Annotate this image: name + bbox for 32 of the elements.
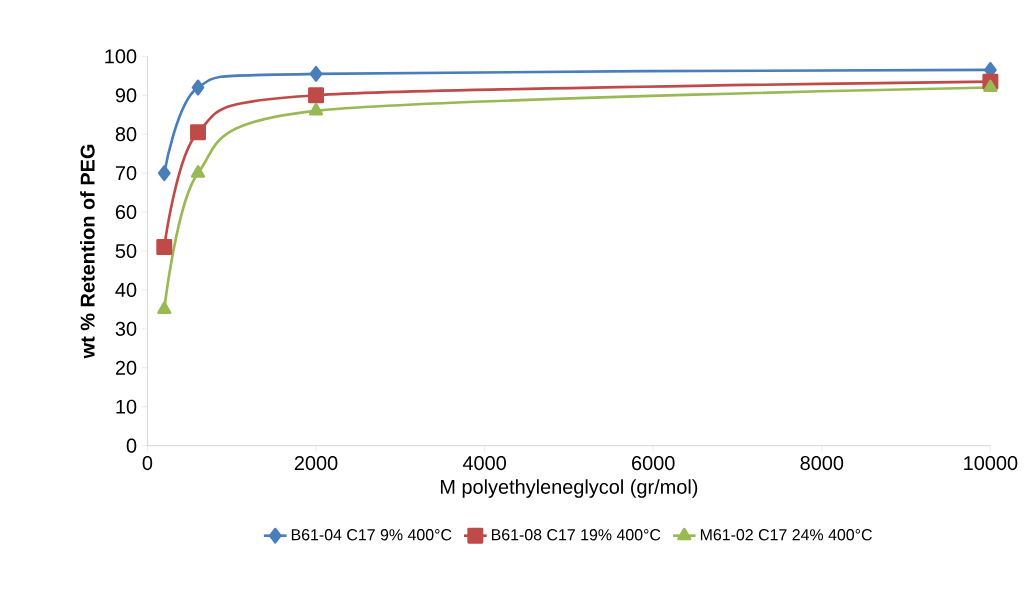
y-tick-label: 50 xyxy=(115,243,137,258)
y-tick-label: 80 xyxy=(115,127,137,142)
legend-label: B61-04 C17 9% 400°C xyxy=(291,529,452,541)
point xyxy=(309,65,323,82)
point xyxy=(191,79,205,96)
y-tick-label: 90 xyxy=(115,88,137,103)
x-tick-label: 10000 xyxy=(964,455,1018,471)
y-tick-label: 60 xyxy=(115,204,137,220)
x-tick-label: 8000 xyxy=(800,455,844,471)
y-axis-title: wt % Retention of PEG xyxy=(80,144,95,359)
legend-label: M61-02 C17 24% 400°C xyxy=(700,529,872,541)
point xyxy=(308,87,324,104)
point xyxy=(190,124,206,141)
y-tick-label: 20 xyxy=(115,360,137,375)
legend-label: B61-08 C17 19% 400°C xyxy=(491,529,661,541)
x-axis-title: M polyethyleneglycol (gr/mol) xyxy=(440,479,698,498)
point xyxy=(156,239,173,255)
point xyxy=(157,165,171,181)
y-tick-label: 30 xyxy=(115,321,137,336)
x-tick-label: 2000 xyxy=(294,455,338,471)
y-tick-label: 40 xyxy=(115,282,137,297)
x-tick-label: 4000 xyxy=(462,455,506,471)
y-tick-label: 70 xyxy=(115,165,137,181)
point xyxy=(983,79,998,93)
point xyxy=(157,301,172,314)
point xyxy=(190,165,206,178)
x-tick-label: 6000 xyxy=(632,455,675,471)
y-tick-label: 10 xyxy=(116,399,137,414)
y-tick-label: 0 xyxy=(126,438,137,453)
point xyxy=(308,102,324,116)
x-tick-label: 0 xyxy=(142,455,153,471)
y-tick-label: 100 xyxy=(105,49,137,64)
